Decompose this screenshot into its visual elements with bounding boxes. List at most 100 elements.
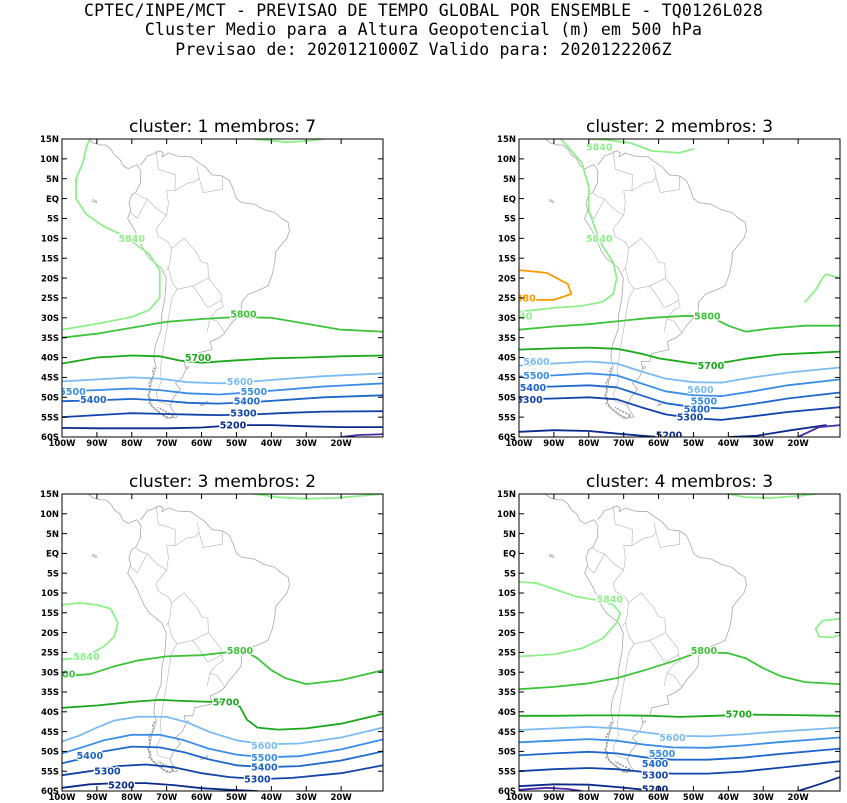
contour-line	[814, 617, 840, 639]
map-area: 5840580030057005600550054005400530053005…	[62, 494, 383, 792]
contour-line	[519, 725, 840, 738]
lat-tick-label: 15S	[498, 254, 516, 264]
country-border	[666, 672, 683, 688]
lon-tick-label: 40W	[261, 793, 283, 803]
panel-title: cluster: 1 membros: 7	[129, 117, 316, 137]
contour-label: 5500	[251, 753, 278, 764]
lat-tick-label: 30S	[41, 668, 59, 678]
lon-tick-label: 60W	[191, 439, 213, 449]
lon-tick-label: 80W	[121, 439, 143, 449]
lat-tick-label: 25S	[41, 649, 59, 659]
contour-line	[519, 783, 667, 791]
lat-tick-label: 5S	[47, 215, 59, 225]
lon-tick-label: 20W	[788, 439, 810, 449]
lat-tick-label: 45S	[41, 374, 59, 384]
island	[551, 555, 555, 558]
lat-tick-label: EQ	[503, 195, 516, 205]
island	[643, 720, 646, 724]
country-border	[198, 530, 223, 548]
island	[94, 200, 98, 204]
lat-tick-label: 35S	[498, 334, 516, 344]
lat-tick-label: 30S	[498, 314, 516, 324]
contour-line	[519, 396, 840, 421]
contour-line	[797, 424, 840, 437]
lat-tick-label: 5S	[47, 569, 59, 579]
country-border	[130, 553, 148, 574]
country-border	[631, 166, 657, 191]
country-border	[587, 553, 605, 574]
country-border	[206, 300, 224, 332]
lat-tick-label: 35S	[41, 688, 59, 698]
lat-tick-label: 40S	[498, 354, 516, 364]
contour-line	[519, 139, 618, 313]
lat-tick-label: 5N	[503, 530, 516, 540]
contour-label: 5400	[77, 751, 104, 762]
contour-label: 5500	[523, 371, 550, 382]
contour-line	[519, 314, 840, 333]
contour-label: 5200	[108, 781, 135, 792]
country-border	[174, 521, 200, 546]
lon-tick-label: 50W	[226, 793, 248, 803]
contour-label: 5500	[649, 749, 676, 760]
country-border	[612, 215, 629, 272]
contour-label: 5300	[244, 775, 271, 786]
lon-tick-label: 30W	[753, 439, 775, 449]
lat-tick-label: 55S	[41, 767, 59, 777]
contour-label: 5840	[119, 234, 146, 245]
lon-tick-label: 70W	[156, 439, 178, 449]
lat-tick-label: 50S	[498, 748, 516, 758]
contour-line	[587, 139, 695, 154]
contour-label: 5300	[677, 413, 704, 424]
country-border	[209, 672, 226, 688]
lon-tick-label: 70W	[156, 793, 178, 803]
contour-label: 5500	[691, 397, 718, 408]
contour-label: 5600	[523, 357, 550, 368]
contour-line	[62, 649, 383, 685]
contour-line	[797, 776, 840, 791]
coastline	[87, 494, 290, 773]
lat-tick-label: 5N	[503, 175, 516, 185]
map-panel: cluster: 3 membros: 25840580030057005600…	[40, 472, 384, 803]
contour-label: 5800	[230, 309, 257, 320]
island	[92, 554, 95, 557]
contour-label: 5400	[520, 383, 547, 394]
contour-label: 5400	[642, 759, 669, 770]
lon-tick-label: 40W	[261, 439, 283, 449]
contour-label: 5800	[227, 646, 254, 657]
map-frame	[518, 138, 841, 438]
coastline	[87, 139, 89, 140]
lat-tick-label: 25S	[41, 294, 59, 304]
lat-tick-label: 10N	[40, 510, 59, 520]
map-frame	[61, 493, 384, 792]
chile-islands	[604, 367, 633, 419]
lat-tick-label: 15N	[40, 490, 59, 500]
lat-tick-label: 10N	[497, 510, 516, 520]
panel-title: cluster: 4 membros: 3	[586, 472, 773, 492]
lat-tick-label: 25S	[498, 294, 516, 304]
country-border	[198, 176, 223, 193]
lat-tick-label: 60S	[498, 787, 516, 797]
contour-line	[727, 424, 827, 437]
contour-line	[62, 382, 383, 396]
header-dates: Previsao de: 2020121000Z Valido para: 20…	[175, 40, 672, 59]
contour-line	[62, 699, 383, 731]
contour-line	[62, 715, 383, 746]
lat-tick-label: 40S	[41, 708, 59, 718]
lat-tick-label: 55S	[498, 767, 516, 777]
lat-tick-label: 25S	[498, 649, 516, 659]
contour-label: 5500	[59, 387, 86, 398]
lat-tick-label: 10S	[41, 235, 59, 245]
island	[92, 199, 95, 202]
contour-label: 5400	[80, 395, 107, 406]
header-title: CPTEC/INPE/MCT - PREVISAO DE TEMPO GLOBA…	[84, 1, 763, 20]
country-border	[655, 530, 680, 548]
lon-tick-label: 50W	[226, 439, 248, 449]
contour-line	[62, 316, 383, 339]
lon-tick-label: 90W	[86, 793, 108, 803]
lat-tick-label: 45S	[498, 374, 516, 384]
lat-tick-label: EQ	[46, 550, 59, 560]
island	[200, 403, 203, 407]
lon-tick-label: 100W	[48, 793, 76, 803]
lat-tick-label: 50S	[41, 393, 59, 403]
